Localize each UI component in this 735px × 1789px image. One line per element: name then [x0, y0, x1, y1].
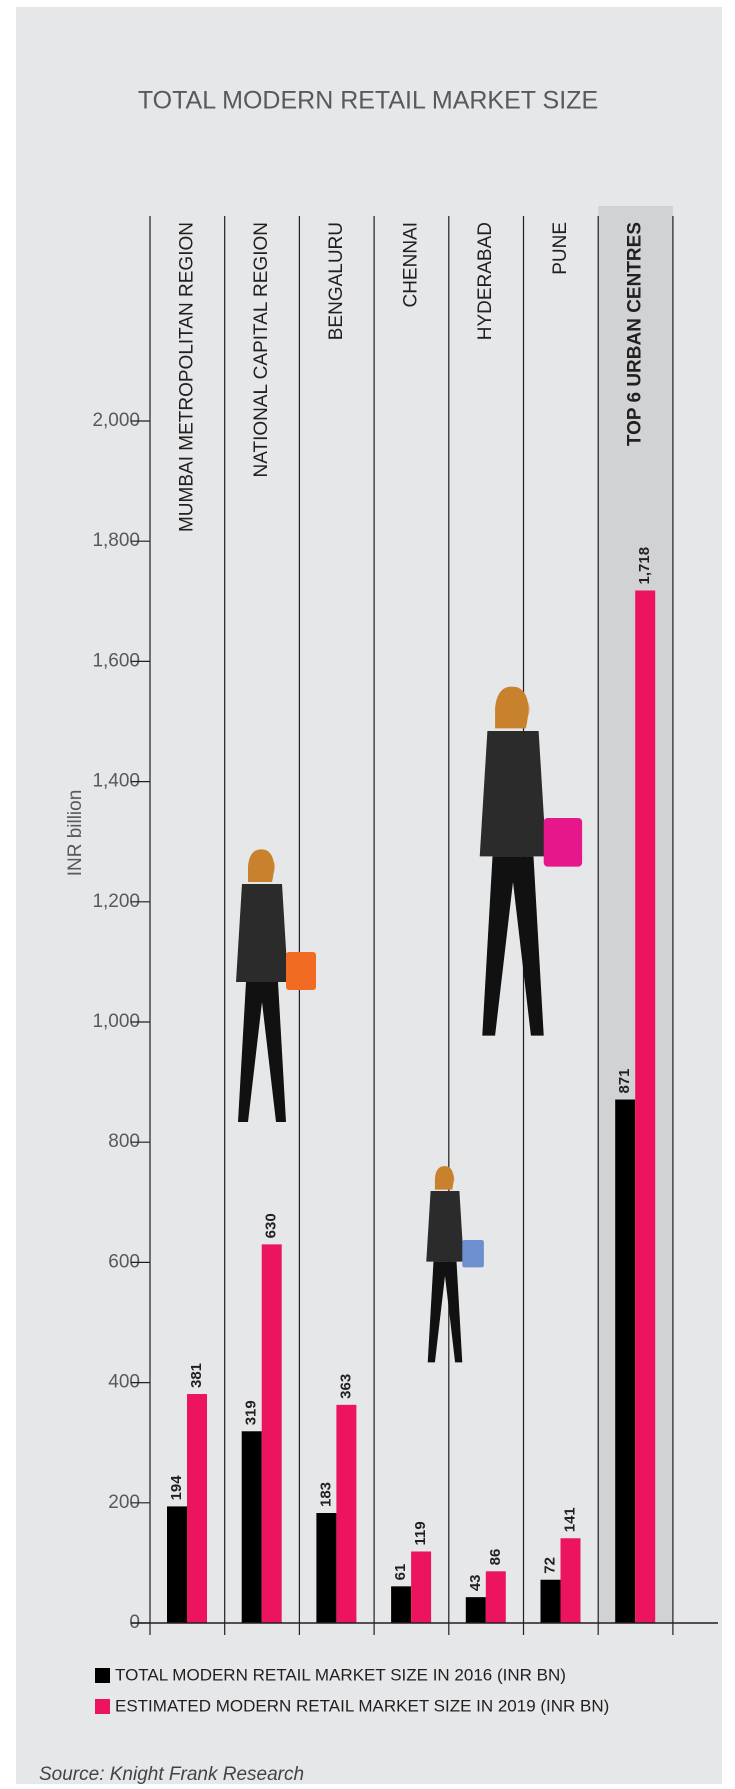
value-label: 194	[168, 1475, 185, 1501]
legend-label: ESTIMATED MODERN RETAIL MARKET SIZE IN 2…	[115, 1696, 609, 1715]
bar	[615, 1100, 635, 1623]
bar	[635, 590, 655, 1623]
figure-bag	[462, 1240, 484, 1267]
figure-bag	[286, 952, 316, 990]
bar	[466, 1597, 486, 1623]
value-label: 72	[541, 1557, 558, 1574]
bar	[187, 1394, 207, 1623]
bar	[561, 1538, 581, 1623]
x-category-label: BENGALURU	[326, 222, 347, 340]
x-category-label: HYDERABAD	[475, 222, 496, 340]
bar	[411, 1551, 431, 1623]
value-label: 119	[412, 1521, 429, 1545]
x-category-label: MUMBAI METROPOLITAN REGION	[176, 222, 197, 532]
chart: TOTAL MODERN RETAIL MARKET SIZE INR bill…	[0, 0, 735, 1784]
chart-title: TOTAL MODERN RETAIL MARKET SIZE	[138, 87, 598, 115]
figure-hair	[435, 1166, 454, 1190]
x-category-label: CHENNAI	[400, 222, 421, 308]
value-label: 86	[487, 1549, 504, 1566]
figure-body	[236, 884, 288, 982]
value-label: 319	[243, 1400, 260, 1425]
value-label: 183	[317, 1482, 334, 1507]
figure-hair	[495, 687, 528, 729]
figure-body	[426, 1191, 463, 1262]
page: TOTAL MODERN RETAIL MARKET SIZE INR bill…	[0, 0, 735, 1784]
legend-label: TOTAL MODERN RETAIL MARKET SIZE IN 2016 …	[115, 1665, 566, 1684]
bar	[242, 1431, 262, 1623]
bar	[316, 1513, 336, 1623]
figure-body	[480, 731, 547, 856]
bar	[262, 1244, 282, 1623]
bar	[391, 1586, 411, 1623]
bar	[486, 1571, 506, 1623]
value-label: 61	[392, 1564, 409, 1581]
value-label: 630	[263, 1213, 280, 1238]
value-label: 1,718	[636, 547, 653, 585]
legend-swatch	[95, 1699, 110, 1714]
x-category-label: TOP 6 URBAN CENTRES	[625, 222, 646, 446]
source-note: Source: Knight Frank Research	[39, 1764, 304, 1784]
value-label: 381	[188, 1363, 205, 1388]
x-category-label: PUNE	[550, 222, 571, 275]
value-label: 141	[561, 1507, 578, 1532]
bar	[541, 1580, 561, 1623]
value-label: 871	[616, 1068, 633, 1093]
x-category-label: NATIONAL CAPITAL REGION	[251, 222, 272, 478]
legend-swatch	[95, 1668, 110, 1683]
figure-bag	[544, 818, 582, 867]
value-label: 43	[467, 1574, 484, 1591]
value-label: 363	[337, 1374, 354, 1399]
bar	[336, 1405, 356, 1623]
y-axis-label: INR billion	[65, 790, 86, 877]
figure-hair	[248, 849, 274, 882]
bar	[167, 1506, 187, 1623]
